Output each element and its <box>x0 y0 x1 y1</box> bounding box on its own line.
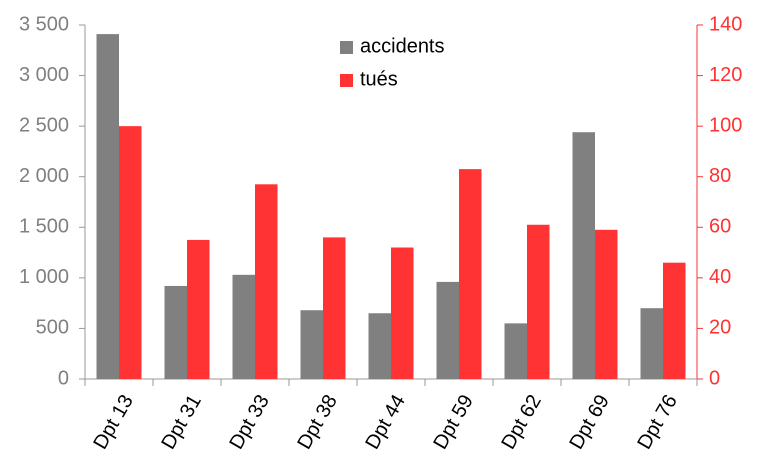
x-tick-label: Dpt 44 <box>361 391 410 453</box>
bar <box>663 262 686 379</box>
bar <box>595 229 618 379</box>
y2-tick-label: 140 <box>709 13 742 35</box>
y-tick-label: 1 000 <box>19 266 69 288</box>
x-tick-label: Dpt 13 <box>89 391 138 453</box>
bar <box>459 169 482 379</box>
legend-label: accidents <box>360 35 445 57</box>
bar <box>300 310 323 379</box>
y2-tick-label: 60 <box>709 216 731 238</box>
bar <box>572 132 595 379</box>
y2-tick-label: 80 <box>709 165 731 187</box>
y2-tick-label: 0 <box>709 367 720 389</box>
legend-swatch <box>340 74 353 87</box>
y2-tick-label: 20 <box>709 317 731 339</box>
bar <box>96 34 119 380</box>
x-tick-label: Dpt 69 <box>565 391 614 453</box>
y2-tick-label: 40 <box>709 266 731 288</box>
y-tick-label: 500 <box>36 317 69 339</box>
y-tick-label: 1 500 <box>19 216 69 238</box>
bar <box>640 308 663 379</box>
bar <box>368 313 391 379</box>
x-tick-label: Dpt 33 <box>225 391 274 453</box>
bar <box>436 281 459 379</box>
bar <box>527 224 550 379</box>
bar <box>323 237 346 379</box>
x-tick-label: Dpt 31 <box>157 391 206 453</box>
x-tick-label: Dpt 76 <box>633 391 682 453</box>
x-tick-label: Dpt 62 <box>497 391 546 453</box>
bar <box>187 239 210 379</box>
bar <box>504 323 527 379</box>
bar <box>164 285 187 379</box>
bar <box>391 247 414 379</box>
y-tick-label: 0 <box>58 367 69 389</box>
legend-label: tués <box>360 68 398 90</box>
x-tick-label: Dpt 38 <box>293 391 342 453</box>
bar <box>255 184 278 379</box>
y-tick-label: 2 500 <box>19 114 69 136</box>
x-tick-label: Dpt 59 <box>429 391 478 453</box>
legend-swatch <box>340 41 353 54</box>
y2-tick-label: 100 <box>709 114 742 136</box>
y-tick-label: 3 500 <box>19 13 69 35</box>
y2-tick-label: 120 <box>709 64 742 86</box>
y-tick-label: 2 000 <box>19 165 69 187</box>
y-tick-label: 3 000 <box>19 64 69 86</box>
bar <box>119 126 142 380</box>
bar <box>232 274 255 379</box>
